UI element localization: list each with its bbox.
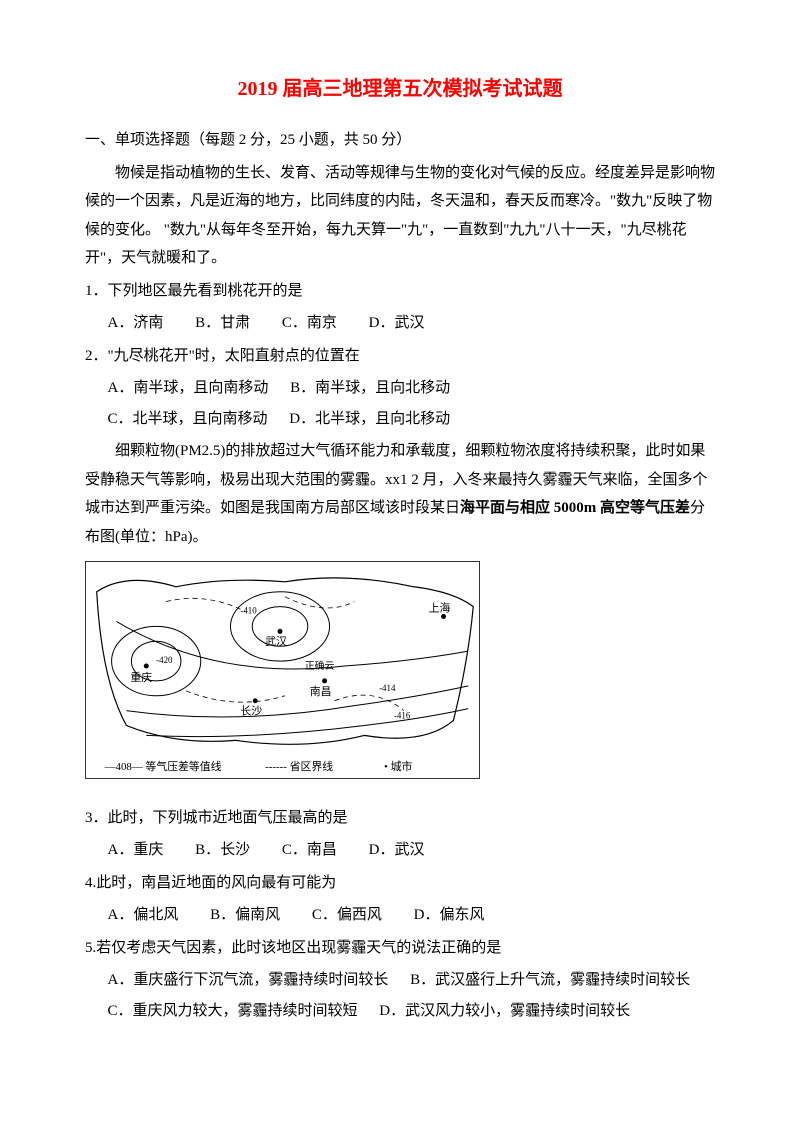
passage-2-bold: 海平面与相应 5000m 高空等气压差 [460,500,690,516]
question-5-options: A．重庆盛行下沉气流，雾霾持续时间较长 B．武汉盛行上升气流，雾霾持续时间较长 … [85,966,715,1025]
q4-option-a: A．偏北风 [108,901,179,930]
q3-option-a: A．重庆 [108,836,164,865]
q2-option-b: B．南半球，且向北移动 [290,374,450,403]
q4-option-c: C．偏西风 [312,901,382,930]
city-nanchang: 南昌 [310,685,332,698]
q3-option-d: D．武汉 [369,836,425,865]
q1-option-b: B．甘肃 [195,309,250,338]
question-4-options: A．偏北风 B．偏南风 C．偏西风 D．偏东风 [85,901,715,930]
q5-option-c: C．重庆风力较大，雾霾持续时间较短 [108,997,358,1026]
question-3-options: A．重庆 B．长沙 C．南昌 D．武汉 [85,836,715,865]
svg-text:-410: -410 [240,606,257,616]
q5-option-d: D．武汉风力较小，雾霾持续时间较长 [379,997,630,1026]
legend-contour: —408— 等气压差等值线 [104,759,222,773]
svg-text:-420: -420 [156,655,173,665]
city-wuhan: 武汉 [265,635,287,648]
section-header: 一、单项选择题（每题 2 分，25 小题，共 50 分） [85,126,715,155]
passage-2: 细颗粒物(PM2.5)的排放超过大气循环能力和承载度，细颗粒物浓度将持续积聚，此… [85,437,715,551]
figure-map: 重庆 -420 武汉 -410 上海 南昌 长沙 正确云 -414 -416 —… [85,561,715,790]
city-shanghai: 上海 [429,601,451,615]
question-3-stem: 3．此时，下列城市近地面气压最高的是 [85,804,715,833]
q4-option-b: B．偏南风 [210,901,280,930]
q1-option-c: C．南京 [282,309,337,338]
passage-1: 物候是指动植物的生长、发育、活动等规律与生物的变化对气候的反应。经度差异是影响物… [85,159,715,273]
q5-option-b: B．武汉盛行上升气流，雾霾持续时间较长 [410,966,690,995]
svg-text:-416: -416 [394,711,411,721]
legend-city: • 城市 [384,759,412,773]
svg-text:-414: -414 [379,683,396,693]
q2-option-d: D．北半球，且向北移动 [289,405,450,434]
q1-option-d: D．武汉 [369,309,425,338]
q5-option-a: A．重庆盛行下沉气流，雾霾持续时间较长 [108,966,389,995]
legend-boundary: ------ 省区界线 [265,759,333,773]
question-2-options: A．南半球，且向南移动 B．南半球，且向北移动 C．北半球，且向南移动 D．北半… [85,374,715,433]
q2-option-a: A．南半球，且向南移动 [108,374,269,403]
q1-option-a: A．济南 [108,309,164,338]
question-5-stem: 5.若仅考虑天气因素，此时该地区出现雾霾天气的说法正确的是 [85,934,715,963]
city-changsha: 长沙 [240,705,262,718]
q2-option-c: C．北半球，且向南移动 [108,405,268,434]
question-1-options: A．济南 B．甘肃 C．南京 D．武汉 [85,309,715,338]
q3-option-c: C．南昌 [282,836,337,865]
watermark: 正确云 [305,659,335,672]
question-4-stem: 4.此时，南昌近地面的风向最有可能为 [85,869,715,898]
question-1-stem: 1．下列地区最先看到桃花开的是 [85,277,715,306]
q3-option-b: B．长沙 [195,836,250,865]
city-chongqing: 重庆 [130,670,152,684]
question-2-stem: 2．"九尽桃花开"时，太阳直射点的位置在 [85,342,715,371]
q4-option-d: D．偏东风 [414,901,485,930]
document-title: 2019 届高三地理第五次模拟考试试题 [85,70,715,108]
